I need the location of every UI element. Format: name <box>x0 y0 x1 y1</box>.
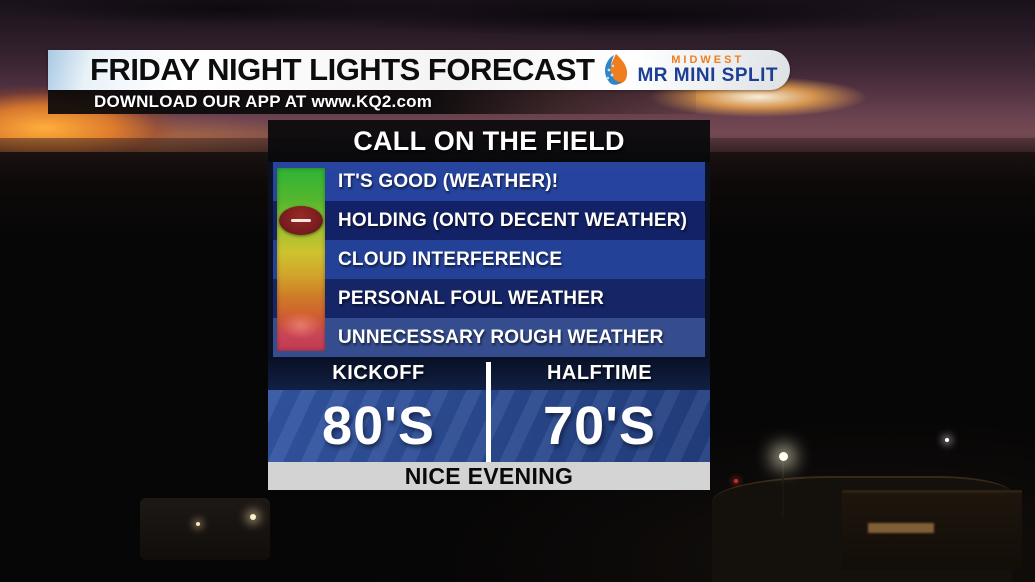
scale-row: HOLDING (ONTO DECENT WEATHER) <box>273 201 705 240</box>
scale-row: IT'S GOOD (WEATHER)! <box>273 162 705 201</box>
severity-gradient-bar <box>277 168 325 351</box>
app-promo-text: DOWNLOAD OUR APP AT www.KQ2.com <box>94 92 433 111</box>
sponsor-name: MIDWEST MR MINI SPLIT <box>637 54 778 86</box>
stadium-building <box>842 490 1022 570</box>
football-lace <box>291 219 311 222</box>
halftime-temp: 70'S <box>543 396 656 456</box>
stadium-light <box>196 522 200 526</box>
scale-row-label: IT'S GOOD (WEATHER)! <box>338 170 559 192</box>
headline-bar: FRIDAY NIGHT LIGHTS FORECAST MIDWEST MR … <box>48 50 790 90</box>
sponsor-logo: MIDWEST MR MINI SPLIT <box>599 50 778 90</box>
scale-row: PERSONAL FOUL WEATHER <box>273 279 705 318</box>
road <box>0 576 424 582</box>
summary-text: NICE EVENING <box>404 462 574 489</box>
lit-windows <box>868 523 934 533</box>
scale-row-label: HOLDING (ONTO DECENT WEATHER) <box>338 209 688 231</box>
panel-title-band: CALL ON THE FIELD <box>268 120 710 162</box>
floodlight-pole <box>782 460 784 518</box>
kickoff-temp-cell: 80'S <box>268 390 489 462</box>
flame-snowflake-icon <box>605 54 628 85</box>
kickoff-temp: 80'S <box>322 396 435 456</box>
sponsor-name-bottom: MR MINI SPLIT <box>637 65 778 86</box>
stadium-light <box>945 438 949 442</box>
scale-row-label: UNNECESSARY ROUGH WEATHER <box>338 326 664 348</box>
halftime-header-cell: HALFTIME <box>489 357 710 390</box>
red-light <box>734 479 738 483</box>
halftime-label: HALFTIME <box>546 362 653 384</box>
app-promo-bar: DOWNLOAD OUR APP AT www.KQ2.com <box>48 90 696 114</box>
severity-scale: IT'S GOOD (WEATHER)! HOLDING (ONTO DECEN… <box>268 162 710 357</box>
scale-row: UNNECESSARY ROUGH WEATHER <box>273 318 705 357</box>
scale-row-label: PERSONAL FOUL WEATHER <box>338 287 604 309</box>
kickoff-header-cell: KICKOFF <box>268 357 489 390</box>
scale-row: CLOUD INTERFERENCE <box>273 240 705 279</box>
bleachers <box>140 498 270 560</box>
kickoff-label: KICKOFF <box>332 362 425 384</box>
scale-row-label: CLOUD INTERFERENCE <box>338 248 563 270</box>
sponsor-name-top: MIDWEST <box>671 54 745 66</box>
halftime-temp-cell: 70'S <box>489 390 710 462</box>
summary-bar: NICE EVENING <box>268 462 710 490</box>
stadium-light <box>250 514 256 520</box>
panel-title: CALL ON THE FIELD <box>353 125 625 156</box>
football-marker-icon <box>279 206 323 235</box>
floodlight-icon <box>779 452 788 461</box>
headline-text: FRIDAY NIGHT LIGHTS FORECAST <box>90 52 595 87</box>
column-divider <box>486 362 491 462</box>
forecast-panel: CALL ON THE FIELD IT'S GOOD (WEATHER)! H… <box>268 120 710 490</box>
